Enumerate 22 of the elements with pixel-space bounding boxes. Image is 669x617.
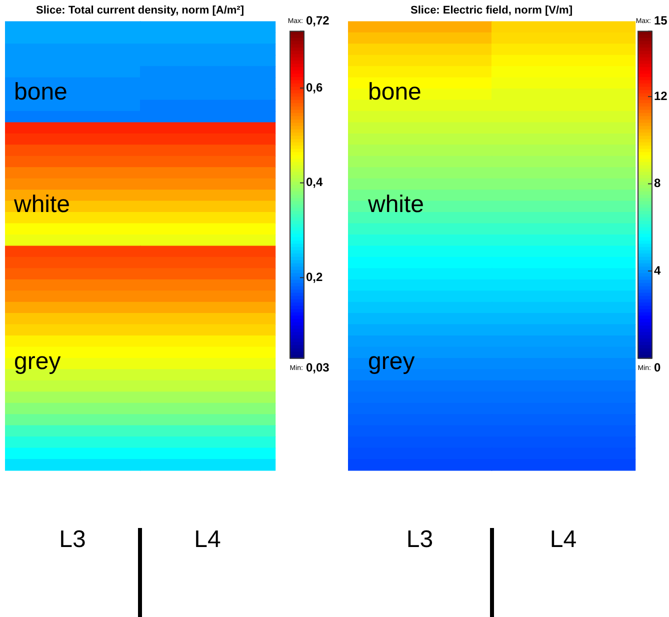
color-bar-label: 0,6 (306, 80, 324, 94)
color-bar-label: 12 (654, 88, 668, 103)
color-bar-label: 0,72 (306, 14, 330, 28)
x-tick-label: L3 (406, 526, 434, 554)
color-bar-label: 4 (654, 263, 661, 278)
color-bar-label: 15 (654, 14, 668, 28)
annotation: bone (14, 78, 68, 106)
x-tick-label: L4 (550, 526, 577, 554)
color-bar-label: 0,2 (306, 270, 324, 284)
x-tick-label: L4 (194, 526, 221, 554)
annotation: grey (14, 348, 61, 376)
color-bar-label: 0,03 (306, 360, 330, 375)
color-bar-label: 0 (654, 360, 661, 375)
color-bar-label: 0,4 (306, 175, 324, 190)
annotation: white (13, 190, 70, 218)
chart-title: Slice: Total current density, norm [A/m²] (36, 4, 244, 17)
annotation: grey (368, 348, 415, 376)
color-bar-label: 8 (654, 176, 661, 190)
annotation: bone (368, 78, 422, 106)
annotation: white (367, 190, 424, 218)
x-tick-label: L3 (59, 526, 86, 554)
chart-title: Slice: Electric field, norm [V/m] (410, 4, 573, 17)
